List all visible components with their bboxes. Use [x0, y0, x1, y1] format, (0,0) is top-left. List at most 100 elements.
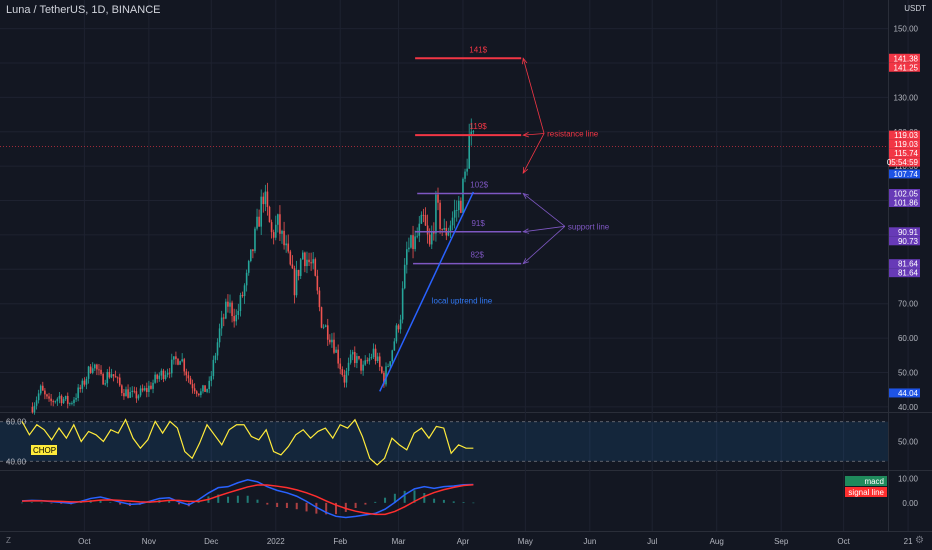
candle-body [406, 249, 408, 265]
candle-body [73, 399, 75, 404]
macd-histogram-bar [354, 502, 357, 508]
resistance-label: 119$ [470, 122, 488, 131]
candle-body [466, 168, 468, 172]
candle-body [96, 364, 98, 370]
macd-legend-label: macd [864, 477, 884, 486]
macd-histogram-bar [168, 500, 171, 503]
price-axis-label-box [889, 157, 920, 167]
y-tick-label: 110.00 [894, 162, 918, 171]
candle-body [291, 264, 294, 269]
candle-body [383, 372, 385, 385]
candle-body [331, 339, 333, 343]
macd-histogram-bar [236, 495, 239, 503]
x-tick-label: May [518, 537, 533, 546]
x-tick-label: 2022 [267, 537, 285, 546]
candle-body [46, 394, 48, 397]
macd-histogram-bar [177, 502, 180, 505]
candle-body [378, 356, 381, 367]
candle-body [247, 261, 250, 273]
candle-body [204, 385, 206, 392]
candle-body [372, 348, 375, 358]
macd-histogram-bar [246, 495, 249, 503]
candle-body [266, 191, 269, 207]
macd-histogram-bar [217, 494, 220, 503]
candle-body [210, 376, 213, 381]
candle-body [306, 259, 308, 267]
price-axis-label-box [889, 197, 920, 207]
candle-body [129, 391, 131, 398]
macd-histogram-bar [276, 502, 279, 508]
macd-histogram-bar [295, 502, 298, 510]
macd-histogram-bar [325, 502, 328, 515]
candle-body [191, 384, 194, 389]
gear-icon[interactable]: ⚙ [915, 535, 924, 546]
candle-body [343, 374, 346, 383]
candle-body [66, 395, 69, 404]
y-tick-label: 70.00 [898, 300, 919, 309]
candle-body [52, 401, 54, 403]
candle-body [168, 372, 171, 374]
candle-body [75, 398, 77, 400]
candle-body [468, 134, 470, 169]
candle-body [89, 366, 92, 373]
candle-body [324, 325, 327, 327]
price-axis-label: 05:54:59 [887, 158, 919, 167]
candle-body [237, 310, 240, 315]
x-tick-label: Oct [837, 537, 850, 546]
price-axis-label: 141.38 [894, 54, 919, 63]
candle-body [243, 285, 246, 297]
candle-body [314, 259, 317, 276]
y-tick-label: 60.00 [898, 334, 919, 343]
macd-histogram-bar [413, 490, 416, 503]
candle-body [408, 247, 410, 250]
resistance-callout-arrow [522, 58, 545, 134]
support-callout-arrowhead [522, 258, 530, 265]
auto-scale-button[interactable]: Z [6, 536, 11, 545]
candle-body [279, 214, 281, 234]
candle-body [135, 391, 138, 399]
candle-body [422, 214, 425, 216]
macd-histogram-bar [472, 502, 475, 504]
candle-body [250, 249, 252, 262]
candle-body [410, 235, 412, 248]
candle-body [206, 389, 208, 392]
candle-body [121, 385, 123, 394]
candle-body [435, 194, 437, 234]
candle-body [87, 366, 90, 379]
candle-body [262, 196, 265, 205]
candle-body [148, 385, 150, 392]
candle-body [441, 228, 443, 230]
macd-histogram-bar [384, 497, 387, 503]
candle-body [270, 222, 273, 233]
candle-body [112, 374, 115, 377]
candle-body [252, 249, 254, 252]
candle-body [274, 224, 277, 238]
x-tick-label: Mar [392, 537, 406, 546]
candle-body [302, 252, 304, 260]
candle-body [281, 230, 283, 234]
candle-body [212, 359, 215, 377]
candle-body [376, 356, 379, 362]
support-callout-arrowhead [522, 192, 530, 199]
candle-body [239, 295, 242, 311]
candle-body [464, 171, 466, 179]
candle-body [79, 387, 82, 389]
candle-body [108, 371, 111, 378]
candle-body [368, 358, 371, 362]
candle-body [123, 393, 125, 397]
macd-histogram-bar [315, 502, 318, 514]
candle-body [447, 230, 450, 236]
candle-body [185, 371, 188, 376]
support-callout-arrow [522, 226, 566, 264]
price-axis-label: 119.03 [894, 131, 918, 140]
macd-histogram-bar [227, 496, 230, 503]
candle-body [193, 388, 196, 392]
candle-body [347, 362, 350, 371]
candle-body [31, 406, 34, 413]
support-label: 91$ [471, 219, 485, 228]
currency-label: USDT [904, 4, 926, 13]
candle-body [154, 374, 156, 383]
candle-body [141, 388, 144, 391]
candle-body [462, 178, 464, 213]
